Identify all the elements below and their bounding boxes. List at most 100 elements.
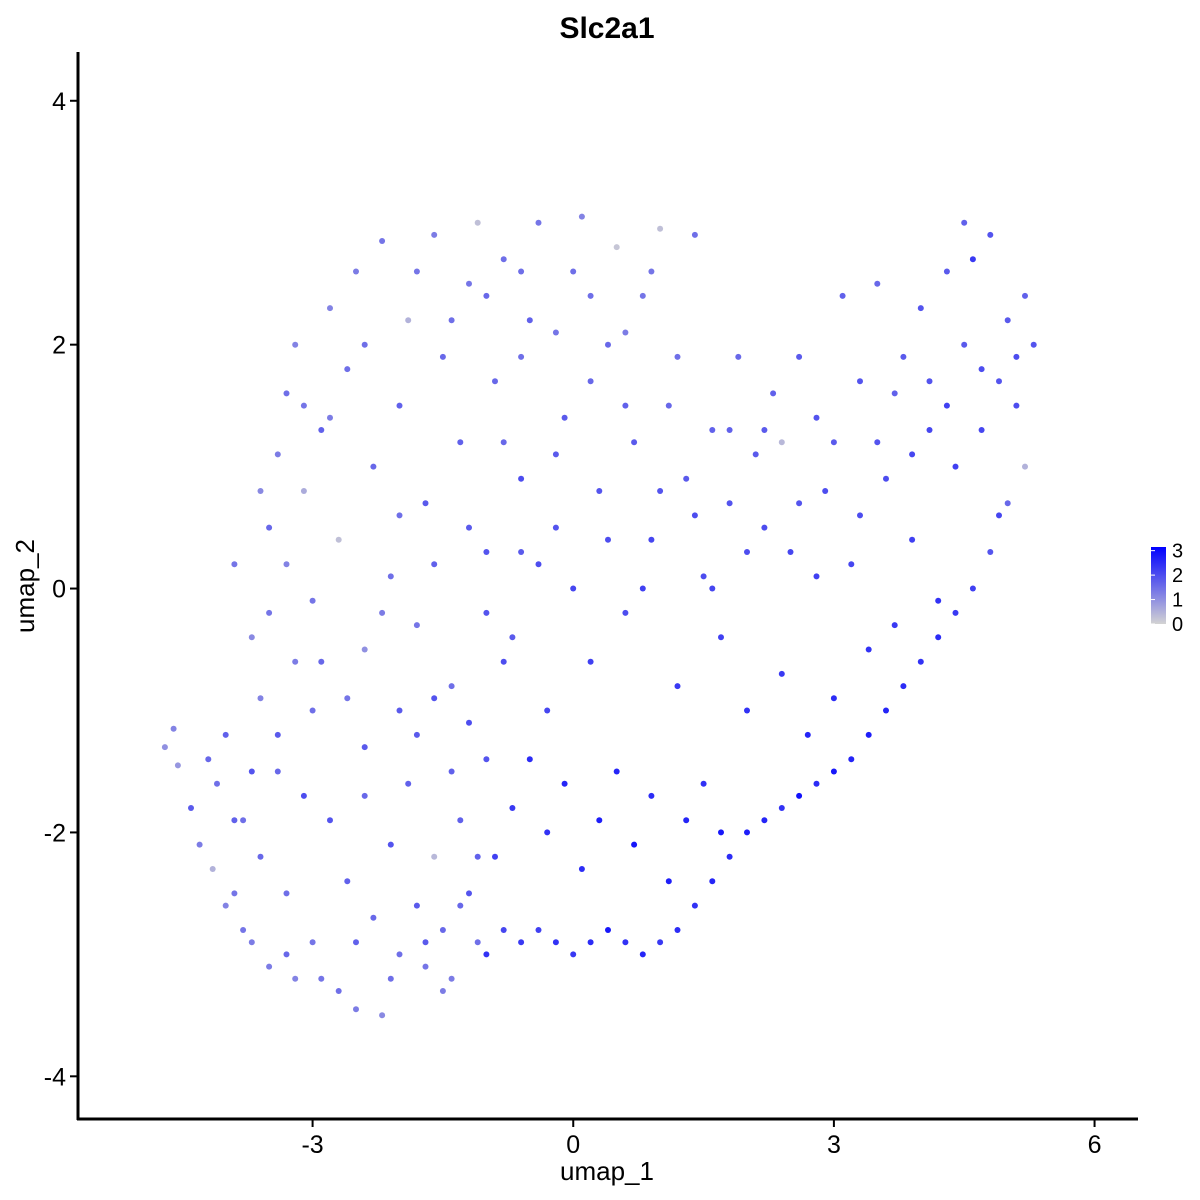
data-point [431, 853, 438, 860]
legend-label: 1 [1172, 590, 1183, 612]
data-point [396, 951, 403, 958]
data-point [830, 695, 837, 702]
data-point [996, 512, 1002, 519]
y-tick-label: -2 [44, 819, 66, 847]
data-point [926, 427, 933, 433]
data-point [874, 280, 881, 287]
data-point [257, 488, 264, 494]
data-point [917, 305, 924, 312]
data-point [639, 292, 646, 299]
data-point [353, 939, 359, 946]
data-point [448, 317, 455, 324]
data-point [726, 427, 733, 433]
data-point [492, 853, 498, 860]
data-point [161, 744, 168, 751]
data-point [170, 725, 177, 732]
data-point [448, 768, 455, 775]
data-point [631, 439, 638, 446]
data-point [917, 658, 924, 665]
data-point [231, 890, 238, 897]
data-point [744, 549, 750, 555]
data-point [761, 817, 768, 824]
x-axis-title: umap_1 [560, 1156, 654, 1186]
data-point [909, 451, 916, 458]
data-point [952, 463, 959, 470]
data-point [361, 341, 368, 348]
data-point [770, 390, 777, 397]
data-point [396, 512, 403, 519]
data-point [552, 329, 559, 336]
data-point [865, 731, 872, 738]
chart-title: Slc2a1 [559, 12, 654, 45]
data-point [605, 536, 611, 543]
data-point [509, 805, 516, 811]
data-point [718, 634, 724, 641]
points-layer [161, 213, 1037, 1019]
data-point [744, 707, 750, 714]
data-point [422, 939, 429, 946]
data-point [830, 439, 837, 446]
data-point [274, 768, 281, 775]
data-point [1030, 341, 1037, 348]
data-point [839, 292, 846, 299]
data-point [318, 975, 325, 982]
data-point [361, 792, 368, 799]
data-point [570, 585, 577, 592]
data-point [900, 353, 907, 360]
data-point [318, 427, 325, 433]
x-tick-label: 3 [827, 1131, 841, 1159]
data-point [709, 585, 716, 592]
data-point [509, 634, 516, 641]
data-point [500, 658, 507, 665]
data-point [240, 817, 247, 824]
data-point [292, 341, 299, 348]
data-point [283, 561, 290, 568]
data-point [587, 378, 594, 385]
data-point [500, 927, 507, 933]
data-point [622, 939, 629, 946]
data-point [518, 549, 525, 555]
data-point [700, 573, 707, 580]
data-point [874, 439, 881, 446]
data-point [344, 366, 351, 373]
data-point [535, 927, 542, 933]
y-tick-label: 2 [52, 332, 66, 360]
data-point [466, 890, 472, 897]
data-point [796, 792, 803, 799]
data-point [344, 695, 351, 702]
data-point [344, 878, 351, 885]
data-point [587, 292, 594, 299]
data-point [587, 939, 594, 946]
data-point [266, 963, 273, 970]
data-point [248, 939, 255, 946]
data-point [622, 329, 629, 336]
data-point [778, 439, 785, 446]
data-point [796, 353, 803, 360]
data-point [830, 768, 837, 775]
x-ticks: -3 0 3 6 [301, 1119, 1102, 1159]
data-point [448, 975, 455, 982]
data-point [535, 219, 542, 226]
data-point [700, 780, 707, 787]
data-point [665, 878, 672, 885]
data-point [457, 817, 464, 824]
data-point [961, 219, 968, 226]
data-point [778, 670, 785, 677]
data-point [735, 353, 742, 360]
data-point [587, 658, 594, 665]
data-point [379, 1012, 386, 1019]
data-point [439, 988, 446, 994]
data-point [561, 780, 568, 787]
data-point [483, 549, 490, 555]
data-point [240, 927, 247, 933]
data-point [387, 975, 394, 982]
data-point [961, 341, 968, 348]
data-point [439, 353, 446, 360]
data-point [613, 244, 620, 251]
data-point [526, 317, 533, 324]
data-point [761, 524, 768, 531]
data-point [318, 658, 325, 665]
data-point [648, 268, 655, 275]
data-point [804, 731, 811, 738]
data-point [300, 488, 307, 494]
